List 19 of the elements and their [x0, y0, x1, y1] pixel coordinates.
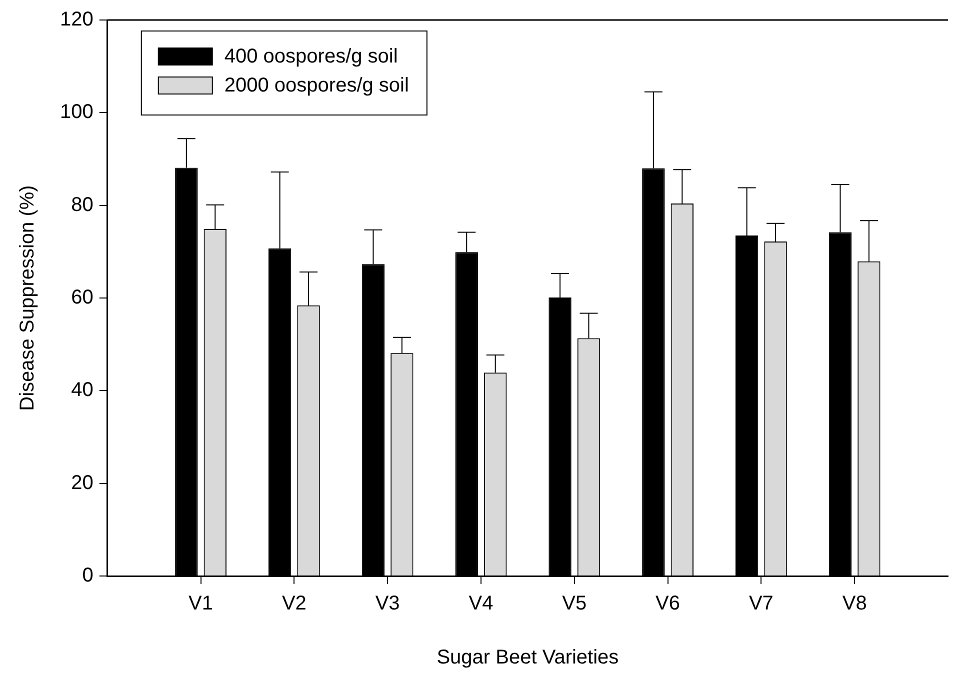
x-tick-label: V6	[656, 592, 680, 615]
y-tick-label: 80	[71, 194, 94, 216]
x-tick-label: V7	[748, 592, 774, 615]
y-tick-label: 120	[60, 8, 94, 31]
y-tick-label: 0	[82, 564, 94, 587]
y-axis-title: Disease Suppression (%)	[16, 185, 39, 411]
x-tick-label: V2	[282, 592, 306, 615]
x-tick-label: V1	[188, 592, 214, 615]
x-tick-label: V5	[562, 592, 587, 615]
y-tick-label: 20	[71, 472, 94, 494]
y-tick-label: 40	[71, 379, 94, 402]
y-tick-label: 100	[60, 101, 94, 124]
legend-label: 2000 oospores/g soil	[224, 74, 409, 97]
x-tick-label: V4	[468, 592, 494, 615]
x-tick-label: V8	[842, 592, 867, 615]
x-axis-title: Sugar Beet Varieties	[436, 646, 619, 669]
legend-label: 400 oospores/g soil	[224, 46, 398, 68]
y-tick-label: 60	[71, 286, 94, 309]
x-tick-label: V3	[375, 592, 400, 615]
